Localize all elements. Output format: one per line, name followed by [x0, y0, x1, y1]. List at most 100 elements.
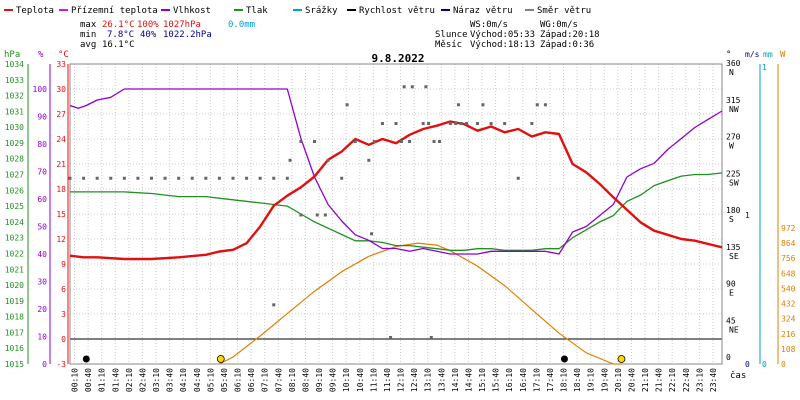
humidity-tick: 40 [37, 250, 47, 259]
pressure-tick: 1029 [5, 139, 24, 148]
pressure-tick: 1020 [5, 281, 24, 290]
x-tick: 11:40 [383, 368, 392, 392]
pressure-tick: 1030 [5, 123, 24, 132]
wind-tick: 1 [745, 211, 750, 220]
direction-tick: 135 [726, 243, 741, 252]
direction-point [410, 85, 414, 89]
pressure-tick: 1016 [5, 344, 24, 353]
rain-tick: 0 [762, 360, 767, 369]
x-tick: 07:10 [261, 368, 270, 392]
x-tick: 17:10 [532, 368, 541, 392]
x-tick: 04:10 [179, 368, 188, 392]
axes: hPa% °C ° m/s mm W101510161017101810191020102… [4, 50, 796, 392]
temperature-tick: 21 [56, 160, 66, 169]
direction-point [299, 213, 303, 217]
x-tick: 06:40 [247, 368, 256, 392]
humidity-tick: 70 [37, 168, 47, 177]
pressure-tick: 1019 [5, 297, 24, 306]
humidity-tick: 90 [37, 113, 47, 122]
x-axis-label: čas [730, 370, 746, 381]
x-tick: 09:40 [329, 368, 338, 392]
direction-label: E [729, 289, 734, 298]
x-tick: 23:40 [709, 368, 718, 392]
pressure-tick: 1024 [5, 218, 24, 227]
avg-temp: 16.1°C [102, 40, 135, 50]
moon-rise: Východ:18:13 [470, 40, 535, 50]
legend-label: Přízemní teplota [71, 6, 158, 16]
x-tick: 19:40 [600, 368, 609, 392]
x-tick: 02:40 [138, 368, 147, 392]
x-tick: 05:40 [220, 368, 229, 392]
temperature-tick: 27 [56, 110, 66, 119]
pressure-tick: 1015 [5, 360, 24, 369]
temperature-tick: 6 [61, 285, 66, 294]
direction-tick: 90 [726, 280, 736, 289]
direction-point [459, 122, 463, 126]
direction-point [421, 122, 425, 126]
x-tick: 08:10 [288, 368, 297, 392]
direction-point [456, 103, 460, 107]
max-temp: 26.1°C [102, 20, 135, 30]
x-tick: 17:40 [546, 368, 555, 392]
direction-tick: 180 [726, 206, 741, 215]
x-tick: 03:10 [152, 368, 161, 392]
plot-frame [69, 63, 723, 365]
legend-label: Tlak [246, 6, 268, 16]
direction-label: SW [729, 178, 739, 187]
chart-title: 9.8.2022 [372, 52, 425, 65]
direction-unit: ° [726, 50, 731, 60]
legend-label: Vlhkost [173, 6, 211, 16]
x-tick: 18:10 [560, 368, 569, 392]
x-tick: 10:10 [342, 368, 351, 392]
direction-point [503, 122, 507, 126]
wind-unit: m/s [745, 50, 760, 59]
direction-point [380, 122, 384, 126]
solar-tick: 756 [781, 254, 796, 263]
humidity-tick: 80 [37, 140, 47, 149]
pressure-unit: hPa [4, 50, 20, 60]
x-tick: 16:10 [505, 368, 514, 392]
sun-marker [216, 355, 225, 363]
x-tick: 06:10 [234, 368, 243, 392]
direction-point [323, 213, 327, 217]
solar-unit: W [780, 50, 786, 60]
x-tick: 08:40 [301, 368, 310, 392]
humidity-tick: 0 [42, 360, 47, 369]
ws-value: WS:0m/s [470, 20, 508, 30]
x-tick: 19:10 [587, 368, 596, 392]
moon-marker [560, 355, 568, 363]
x-tick: 00:40 [84, 368, 93, 392]
rain-unit: mm [763, 50, 773, 59]
direction-point [448, 122, 452, 126]
direction-point [394, 122, 398, 126]
direction-point [190, 176, 194, 180]
temperature-tick: -3 [56, 360, 66, 369]
wind-tick: 0 [745, 360, 750, 369]
pressure-tick: 1033 [5, 76, 24, 85]
legend-label: Srážky [305, 6, 338, 16]
pressure-tick: 1034 [5, 60, 24, 69]
x-tick: 14:40 [464, 368, 473, 392]
x-tick: 11:10 [369, 368, 378, 392]
pressure-tick: 1017 [5, 328, 24, 337]
direction-point [272, 176, 276, 180]
direction-point [68, 176, 72, 180]
direction-point [402, 85, 406, 89]
direction-point [340, 176, 344, 180]
x-tick: 23:10 [695, 368, 704, 392]
x-tick: 10:40 [356, 368, 365, 392]
direction-point [177, 176, 181, 180]
sun-rise: Východ:05:33 [470, 30, 535, 40]
legend-label: Směr větru [537, 6, 591, 16]
direction-point [326, 158, 330, 162]
direction-point [288, 158, 292, 162]
temperature-tick: 12 [56, 235, 66, 244]
x-tick: 12:10 [397, 368, 406, 392]
humidity-unit: % [38, 50, 44, 60]
avg-label: avg [80, 40, 96, 50]
direction-point [516, 176, 520, 180]
pressure-tick: 1027 [5, 171, 24, 180]
x-tick: 21:10 [641, 368, 650, 392]
direction-point [372, 140, 376, 143]
direction-point [432, 140, 436, 143]
